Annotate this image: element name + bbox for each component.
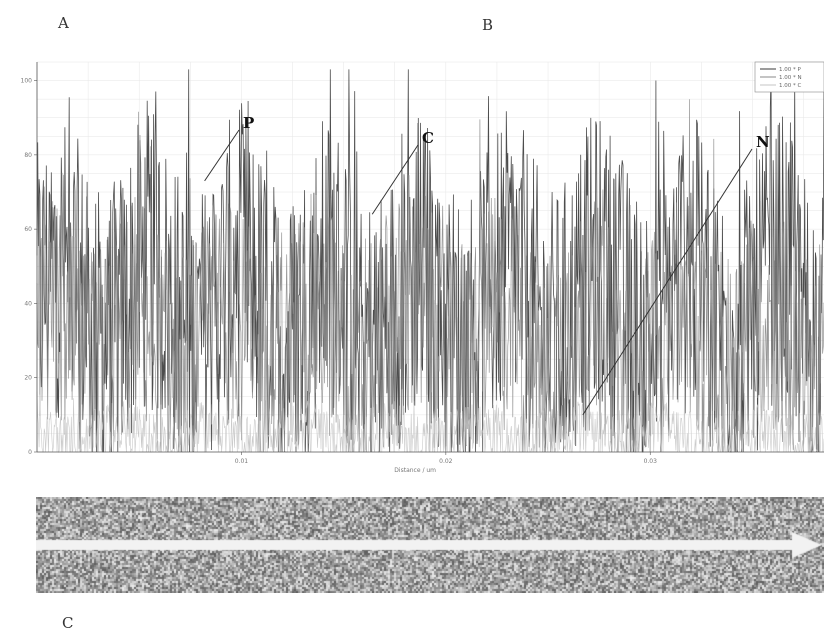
annotation-line-c [371,144,419,215]
legend-label: 1.00 * N [779,75,802,81]
line-profile-chart: 0 20 40 60 80 100 0.01 0.02 0.03 Distance / um 1.… [21,61,824,474]
panel-label-b: B [482,16,494,34]
panel-label-a: A [58,14,69,32]
legend-label: 1.00 * C [779,83,801,89]
series-line-n [36,99,824,453]
annotation-label-n: N [756,133,770,151]
chart-axes: 0 20 40 60 80 100 0.01 0.02 0.03 Distance / um [21,62,824,474]
chart-legend: 1.00 * P 1.00 * N 1.00 * C [754,61,824,93]
y-tick-label: 0 [28,449,32,456]
series-line-p [36,69,824,453]
x-axis-title: Distance / um [394,467,436,474]
element-map-strip [36,497,824,593]
x-tick-label: 0.03 [644,458,658,465]
y-tick-label: 100 [21,78,33,85]
annotation-label-c: C [422,129,434,147]
annotation-line-p [204,129,240,182]
legend-label: 1.00 * P [779,67,801,73]
x-tick-label: 0.02 [439,458,453,465]
y-tick-label: 40 [24,300,32,307]
y-tick-label: 20 [24,375,32,382]
annotation-label-p: P [243,114,254,132]
panel-label-c: C [62,614,74,632]
y-tick-label: 80 [24,152,32,159]
y-tick-label: 60 [24,226,32,233]
x-tick-label: 0.01 [235,458,249,465]
chart-annotations: P C N [204,114,770,416]
annotation-line-n [582,148,753,416]
chart-series-group [36,69,824,454]
series-line-c [36,370,824,454]
